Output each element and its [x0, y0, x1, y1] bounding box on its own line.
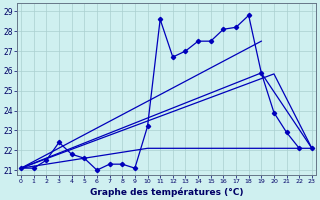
X-axis label: Graphe des températures (°C): Graphe des températures (°C) [90, 187, 243, 197]
